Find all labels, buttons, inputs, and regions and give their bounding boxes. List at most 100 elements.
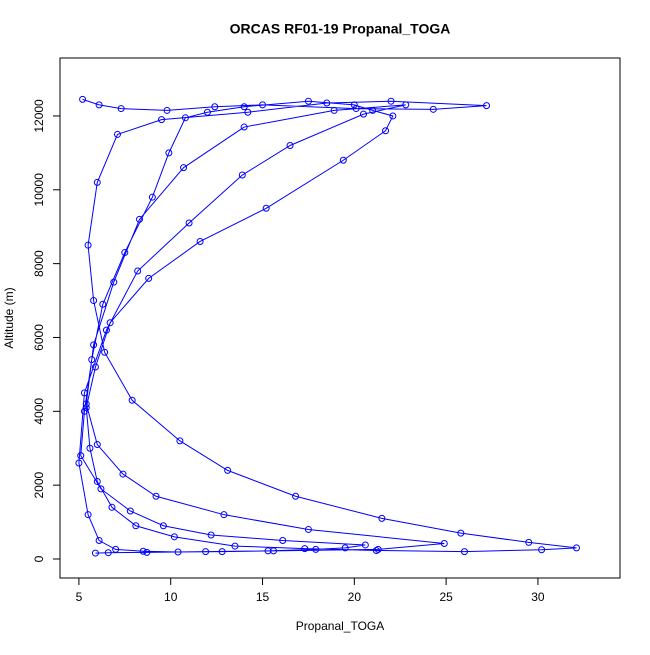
data-point bbox=[262, 204, 270, 212]
x-tick-label: 30 bbox=[531, 590, 545, 604]
data-point bbox=[240, 103, 248, 111]
y-tick-label: 10000 bbox=[32, 173, 46, 207]
data-point bbox=[374, 545, 382, 553]
data-point bbox=[286, 141, 294, 149]
data-point bbox=[95, 101, 103, 109]
data-point bbox=[82, 404, 90, 412]
data-point bbox=[323, 99, 331, 107]
data-point bbox=[113, 130, 121, 138]
data-point bbox=[202, 548, 210, 556]
data-point bbox=[75, 459, 83, 467]
data-point bbox=[170, 533, 178, 541]
data-point bbox=[211, 103, 219, 111]
y-tick-label: 8000 bbox=[32, 250, 46, 277]
data-point bbox=[207, 531, 215, 539]
data-point bbox=[88, 356, 96, 364]
data-point bbox=[110, 278, 118, 286]
data-point bbox=[483, 102, 491, 110]
data-point bbox=[99, 300, 107, 308]
data-point bbox=[77, 452, 85, 460]
data-point bbox=[218, 548, 226, 556]
data-point bbox=[196, 237, 204, 245]
x-tick-label: 25 bbox=[439, 590, 453, 604]
data-point bbox=[97, 485, 105, 493]
data-point bbox=[84, 241, 92, 249]
data-point bbox=[304, 525, 312, 533]
data-point bbox=[106, 319, 114, 327]
data-point bbox=[180, 164, 188, 172]
data-point bbox=[304, 97, 312, 105]
data-point bbox=[292, 492, 300, 500]
data-point bbox=[244, 108, 252, 116]
data-point bbox=[312, 545, 320, 553]
y-axis-label: Altitude (m) bbox=[2, 287, 16, 348]
data-point bbox=[382, 127, 390, 135]
data-point bbox=[90, 341, 98, 349]
data-point bbox=[387, 97, 395, 105]
data-point bbox=[339, 156, 347, 164]
data-point bbox=[270, 547, 278, 555]
data-point bbox=[93, 178, 101, 186]
data-point bbox=[440, 539, 448, 547]
data-point bbox=[108, 503, 116, 511]
data-point bbox=[174, 548, 182, 556]
data-point bbox=[165, 149, 173, 157]
data-point bbox=[91, 549, 99, 557]
data-point bbox=[121, 249, 129, 257]
data-point bbox=[112, 545, 120, 553]
chart-title: ORCAS RF01-19 Propanal_TOGA bbox=[230, 21, 451, 37]
data-point bbox=[93, 477, 101, 485]
data-point bbox=[91, 363, 99, 371]
data-point bbox=[101, 348, 109, 356]
data-point bbox=[220, 511, 228, 519]
x-tick-label: 10 bbox=[164, 590, 178, 604]
data-point bbox=[90, 297, 98, 305]
data-point bbox=[93, 441, 101, 449]
data-point bbox=[185, 219, 193, 227]
y-tick-label: 2000 bbox=[32, 471, 46, 498]
data-point bbox=[86, 444, 94, 452]
data-point bbox=[389, 112, 397, 120]
data-line bbox=[78, 98, 577, 554]
data-point bbox=[460, 548, 468, 556]
data-point bbox=[240, 123, 248, 131]
data-point bbox=[402, 101, 410, 109]
data-point bbox=[361, 541, 369, 549]
data-point bbox=[132, 522, 140, 530]
data-point bbox=[119, 470, 127, 478]
data-point bbox=[84, 511, 92, 519]
data-point bbox=[163, 106, 171, 114]
x-tick-label: 20 bbox=[348, 590, 362, 604]
data-point bbox=[80, 407, 88, 415]
data-point bbox=[143, 548, 151, 556]
x-axis-label: Propanal_TOGA bbox=[296, 619, 385, 633]
data-point bbox=[117, 105, 125, 113]
data-point bbox=[82, 400, 90, 408]
data-point bbox=[429, 105, 437, 113]
data-point bbox=[95, 537, 103, 545]
data-point bbox=[203, 108, 211, 116]
data-point bbox=[279, 537, 287, 545]
data-point bbox=[126, 507, 134, 515]
x-tick-label: 5 bbox=[76, 590, 83, 604]
data-point bbox=[352, 105, 360, 113]
y-tick-label: 12000 bbox=[32, 99, 46, 133]
data-point bbox=[224, 466, 232, 474]
data-point bbox=[538, 546, 546, 554]
data-point bbox=[79, 95, 87, 103]
data-point bbox=[181, 114, 189, 122]
y-tick-label: 4000 bbox=[32, 398, 46, 425]
y-tick-label: 0 bbox=[32, 555, 46, 562]
data-point bbox=[80, 389, 88, 397]
data-point bbox=[176, 437, 184, 445]
data-point bbox=[369, 106, 377, 114]
data-point bbox=[572, 544, 580, 552]
data-point bbox=[158, 116, 166, 124]
data-point bbox=[152, 492, 160, 500]
data-point bbox=[378, 514, 386, 522]
data-point bbox=[128, 396, 136, 404]
data-point bbox=[238, 171, 246, 179]
data-point bbox=[457, 529, 465, 537]
data-point bbox=[145, 274, 153, 282]
data-point bbox=[231, 542, 239, 550]
